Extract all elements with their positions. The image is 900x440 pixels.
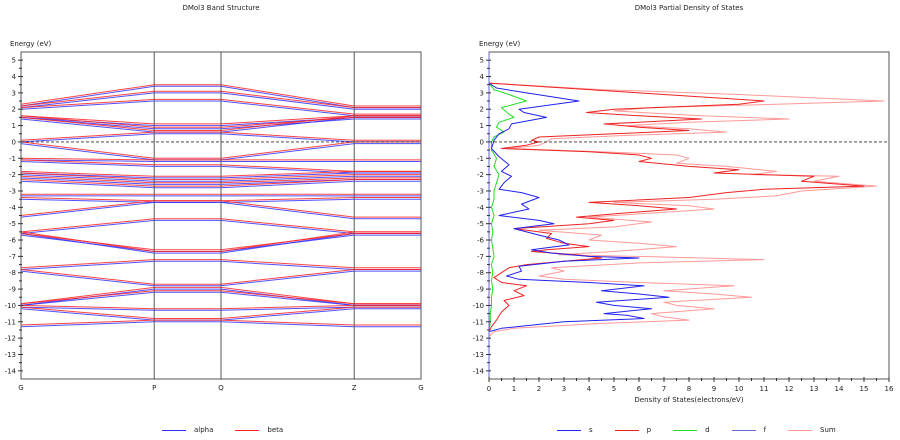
band-structure-ylabel: Energy (eV) [10,40,52,48]
pdos-ytick-label: -12 [473,335,484,343]
kpoint-label-0: G [18,384,23,392]
kpoint-label-3: Z [352,384,357,392]
pdos-xlabel: Density of States(electrons/eV) [634,396,743,404]
legend-item-beta: beta [235,426,283,434]
pdos-ylabel: Energy (eV) [479,40,521,48]
band-ytick-label: -5 [9,220,16,228]
pdos-ytick-label: 3 [480,89,484,97]
kpoint-label-4: G [418,384,423,392]
kpoint-label-2: Q [218,384,224,392]
pdos-xtick-label: 7 [662,385,666,393]
pdos-xtick-label: 4 [587,385,592,393]
pdos-ytick-label: 0 [480,138,484,146]
pdos-ytick-label: 2 [480,106,484,114]
band-ytick-label: 4 [12,73,17,81]
band-ytick-label: -6 [9,237,17,245]
pdos-xtick-label: 1 [512,385,516,393]
pdos-xtick-label: 12 [785,385,794,393]
band-ytick-label: -3 [9,187,16,195]
legend-swatch-alpha [162,429,186,431]
pdos-ytick-label: -9 [477,286,484,294]
legend-item-f: f [731,426,767,434]
pdos-ytick-label: -7 [477,253,484,261]
pdos-xtick-label: 6 [637,385,642,393]
band-ytick-label: -4 [9,204,17,212]
band-ytick-label: 2 [12,106,16,114]
legend-swatch-s [557,429,581,431]
legend-item-sum: Sum [788,426,836,434]
legend-label-p: p [646,426,652,434]
pdos-xtick-label: 14 [835,385,844,393]
pdos-ytick-label: -5 [477,220,484,228]
legend-item-alpha: alpha [162,426,213,434]
legend-label-f: f [763,426,767,434]
pdos-xtick-label: 15 [860,385,869,393]
legend-label-d: d [705,426,710,434]
pdos-xtick-label: 3 [562,385,566,393]
band-ytick-label: -2 [9,171,16,179]
pdos-xtick-label: 8 [687,385,691,393]
pdos-ytick-label: -8 [477,269,484,277]
pdos-xtick-label: 5 [612,385,616,393]
pdos-xtick-label: 13 [810,385,819,393]
legend-swatch-d [673,429,698,431]
legend-label-alpha: alpha [194,426,214,434]
band-legend: alpha beta [162,426,305,434]
pdos-xtick-label: 9 [712,385,716,393]
pdos-xtick-label: 16 [885,385,894,393]
band-ytick-label: -7 [9,253,16,261]
pdos-curve-p [488,52,865,379]
pdos-legend: s p d f Sum [557,426,858,434]
band-ytick-label: -8 [9,269,16,277]
band-ytick-label: 1 [12,122,16,130]
pdos-ytick-label: -6 [477,237,485,245]
pdos-title: DMol3 Partial Density of States [634,4,744,12]
pdos-ytick-label: -4 [477,204,485,212]
pdos-ytick-label: -2 [477,171,484,179]
band-ytick-label: -10 [5,302,16,310]
legend-label-s: s [589,426,593,434]
legend-swatch-sum [788,429,813,431]
pdos-xtick-label: 2 [537,385,541,393]
band-ytick-label: -13 [5,351,16,359]
band-ytick-label: -14 [5,367,17,375]
kpoint-label-1: P [152,384,156,392]
legend-item-d: d [673,426,710,434]
legend-label-beta: beta [267,426,284,434]
pdos-ytick-label: -10 [473,302,484,310]
pdos-curve-sum [488,52,885,379]
legend-item-p: p [614,426,652,434]
legend-swatch-p [614,429,639,431]
pdos-ytick-label: -11 [473,318,484,326]
band-ytick-label: -1 [9,155,16,163]
pdos-xtick-label: 11 [760,385,769,393]
pdos-ytick-label: 5 [480,57,484,65]
pdos-curve-s [488,52,670,379]
band-ytick-label: 5 [12,57,16,65]
pdos-ytick-label: -14 [473,367,485,375]
band-ytick-label: 3 [12,89,16,97]
pdos-ytick-label: 4 [480,73,485,81]
pdos-curve-d [488,52,527,379]
band-structure-title: DMol3 Band Structure [182,4,260,12]
legend-swatch-beta [235,429,260,431]
legend-item-s: s [557,426,593,434]
pdos-ytick-label: 1 [480,122,484,130]
pdos-ytick-label: -13 [473,351,484,359]
legend-swatch-f [731,429,756,431]
pdos-plot-frame [488,51,890,380]
band-ytick-label: -12 [5,335,16,343]
pdos-ytick-label: -3 [477,187,484,195]
legend-label-sum: Sum [820,426,836,434]
pdos-xtick-label: 0 [487,385,491,393]
pdos-ytick-label: -1 [477,155,484,163]
pdos-xtick-label: 10 [735,385,744,393]
band-ytick-label: -11 [5,318,16,326]
band-ytick-label: -9 [9,286,16,294]
band-ytick-label: 0 [12,138,16,146]
